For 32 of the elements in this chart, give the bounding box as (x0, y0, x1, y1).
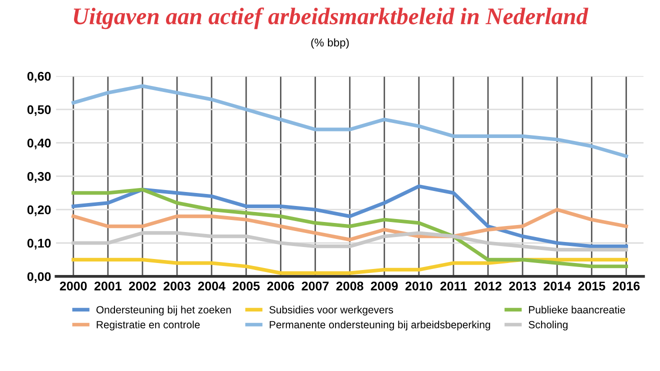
legend-label: Scholing (528, 320, 568, 330)
x-tick-label: 2006 (267, 282, 294, 290)
x-tick-label: 2003 (164, 282, 190, 290)
legend-label: Registratie en controle (96, 320, 200, 330)
y-tick-label: 0,10 (27, 238, 51, 250)
chart-subtitle: (% bbp) (311, 38, 349, 49)
legend-label: Permanente ondersteuning bij arbeidsbeperking (270, 320, 490, 330)
x-tick-label: 2012 (474, 282, 502, 290)
legend-label: Ondersteuning bij het zoeken (96, 306, 231, 316)
y-tick-label: 0,50 (27, 105, 51, 116)
x-tick-label: 2011 (440, 282, 467, 290)
x-tick-label: 2002 (129, 282, 156, 290)
x-tick-label: 2014 (544, 282, 571, 290)
x-tick-label: 2010 (405, 282, 432, 290)
x-tick-label: 2007 (302, 282, 329, 290)
y-tick-label: 0,30 (27, 172, 51, 183)
x-tick-label: 2013 (509, 282, 536, 290)
x-tick-label: 2005 (232, 282, 260, 290)
y-tick-label: 0,40 (27, 138, 51, 150)
legend-label: Subsidies voor werkgevers (269, 306, 394, 316)
x-tick-label: 2009 (370, 282, 398, 290)
y-tick-label: 0,00 (27, 272, 51, 283)
x-tick-label: 2001 (94, 282, 122, 290)
x-tick-label: 2000 (60, 282, 87, 290)
y-tick-label: 0,60 (27, 72, 51, 83)
x-tick-label: 2004 (198, 282, 226, 290)
legend-label: Publieke baancreatie (529, 306, 626, 314)
x-tick-label: 2015 (578, 282, 606, 290)
chart-title: Uitgaven aan actief arbeidsmarktbeleid in Nederland (74, 7, 588, 30)
x-tick-label: 2016 (612, 282, 640, 290)
x-tick-label: 2008 (336, 282, 364, 290)
y-tick-label: 0,20 (27, 205, 51, 216)
